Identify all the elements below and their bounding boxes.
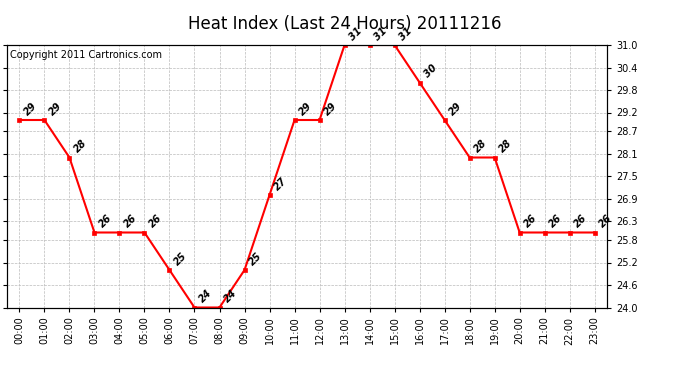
Text: Heat Index (Last 24 Hours) 20111216: Heat Index (Last 24 Hours) 20111216 [188,15,502,33]
Text: Copyright 2011 Cartronics.com: Copyright 2011 Cartronics.com [10,50,162,60]
Text: 31: 31 [397,26,414,42]
Text: 26: 26 [97,213,114,230]
Text: 24: 24 [197,288,214,305]
Text: 28: 28 [72,138,89,155]
Text: 31: 31 [347,26,364,42]
Text: 26: 26 [522,213,539,230]
Text: 29: 29 [47,100,63,117]
Text: 27: 27 [273,176,289,192]
Text: 29: 29 [297,100,314,117]
Text: 29: 29 [447,100,464,117]
Text: 26: 26 [122,213,139,230]
Text: 31: 31 [373,26,389,42]
Text: 29: 29 [22,100,39,117]
Text: 26: 26 [598,213,614,230]
Text: 25: 25 [247,251,264,267]
Text: 24: 24 [222,288,239,305]
Text: 28: 28 [473,138,489,155]
Text: 26: 26 [547,213,564,230]
Text: 26: 26 [147,213,164,230]
Text: 30: 30 [422,63,439,80]
Text: 25: 25 [172,251,189,267]
Text: 26: 26 [573,213,589,230]
Text: 29: 29 [322,100,339,117]
Text: 28: 28 [497,138,514,155]
